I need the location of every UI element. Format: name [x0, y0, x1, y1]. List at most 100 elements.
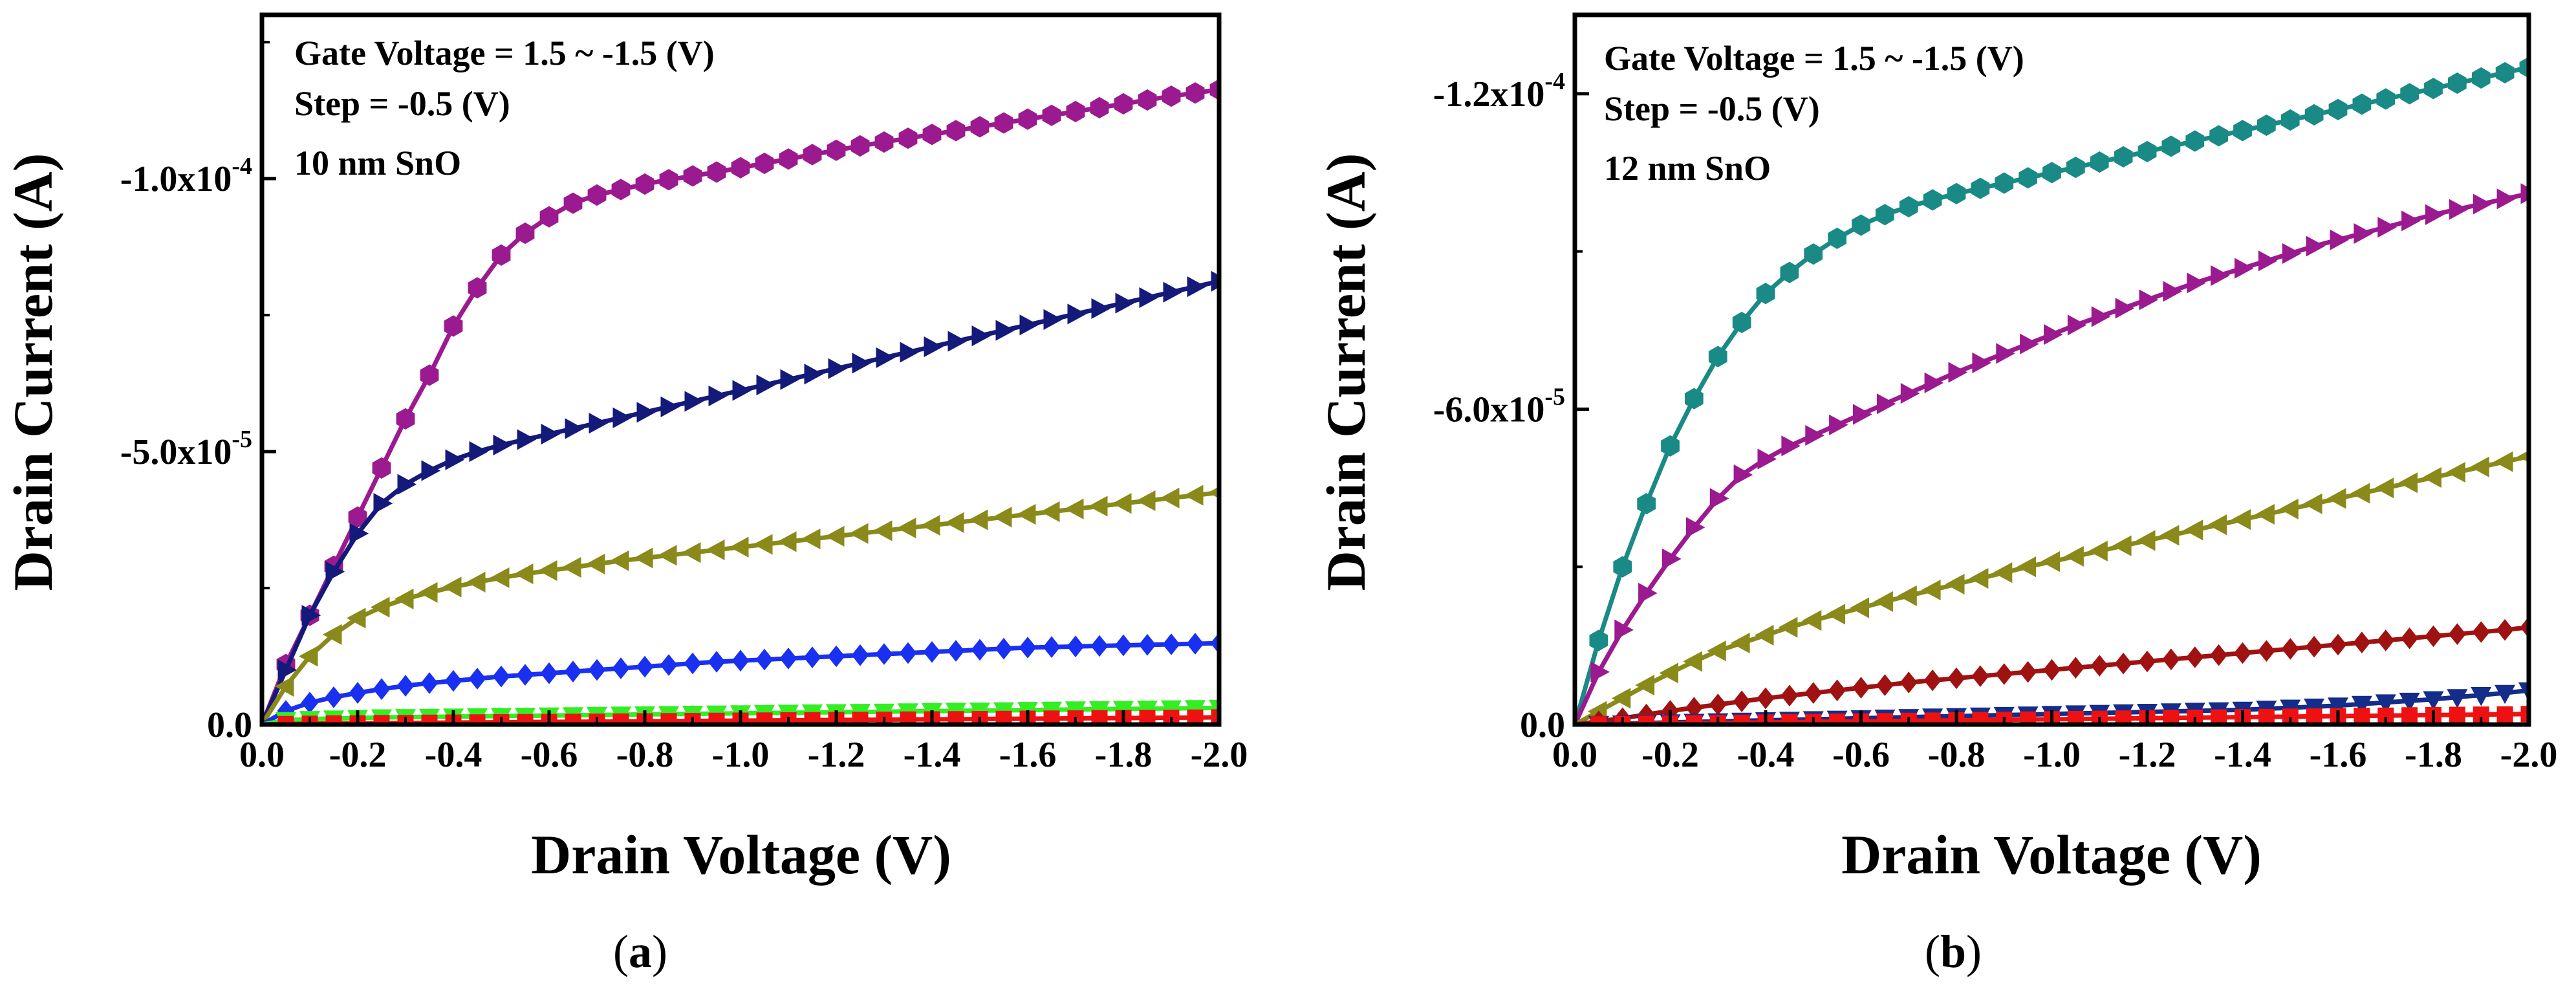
panel-b-series-3-point — [1947, 667, 1965, 690]
panel-a-series-1-point — [517, 429, 537, 450]
panel-a-series-0-point — [994, 112, 1013, 134]
panel-b-y-tick-label: -1.2x10-4 — [1433, 68, 1565, 115]
panel-b-series-1-point — [1805, 425, 1824, 446]
panel-a-series-1-point — [1043, 309, 1063, 330]
panel-a-series-3-point — [1019, 637, 1037, 659]
panel-a-series-5-point — [1139, 710, 1156, 725]
panel-b-series-1-point — [2235, 257, 2254, 279]
panel-a-series-0-point — [420, 364, 439, 386]
panel-a-series-1-point — [421, 460, 441, 481]
panel-b-series-2-point — [2040, 551, 2060, 573]
panel-a-series-2-point — [992, 507, 1012, 528]
panel-a-series-2-point — [1136, 490, 1156, 512]
panel-a-series-1-point — [780, 369, 800, 390]
panel-b-caption-letter: b — [1940, 926, 1966, 977]
panel-b-annotation-gate: Gate Voltage = 1.5 ~ -1.5 (V) — [1604, 39, 2024, 78]
panel-a-series-3-point — [1186, 633, 1204, 655]
panel-a-series-0-point — [587, 184, 607, 206]
panel-a-series-2-point — [298, 646, 318, 667]
panel-a-series-1-point — [1115, 292, 1135, 314]
panel-a-series-1-point — [804, 364, 824, 385]
panel-a-series-1-point — [349, 523, 369, 544]
panel-b-series-3-point — [1900, 671, 1918, 693]
panel-a-series-5-point — [469, 714, 486, 725]
panel-a-series-1-point — [373, 493, 393, 514]
panel-a-y-tick-label: -1.0x10-4 — [120, 153, 252, 199]
panel-b-series-1-point — [2473, 193, 2493, 215]
panel-a-series-2-point — [801, 529, 821, 550]
panel-a-series-0-point — [468, 277, 487, 299]
panel-b-series-1-point — [1614, 619, 1634, 640]
panel-a-series-1-point — [1187, 276, 1207, 298]
panel-a-series-0-point — [850, 135, 870, 157]
panel-b-series-2-point — [2422, 467, 2441, 488]
panel-a-series-2-point — [849, 523, 869, 544]
panel-a-series-3-point — [492, 665, 510, 688]
panel-b-series-1-point — [2187, 272, 2206, 294]
panel-b-series-1-point — [2401, 210, 2421, 232]
panel-a-series-0-point — [1162, 85, 1181, 107]
panel-b-series-5-point — [1733, 714, 1750, 725]
panel-b-series-3-point — [2043, 659, 2061, 681]
panel-a-series-0-point — [827, 139, 846, 161]
panel-a-series-1-point — [708, 385, 728, 407]
panel-b-series-2-point — [2374, 477, 2394, 499]
panel-a-series-3-point — [1114, 634, 1132, 657]
panel-b-series-0-point — [1995, 172, 2014, 194]
panel-a-series-1-point — [277, 659, 298, 681]
panel-b-y-tick-exponent: -4 — [1544, 68, 1565, 95]
panel-b-series-2-point — [1707, 640, 1726, 662]
panel-b-series-4-point — [2375, 694, 2396, 714]
panel-b-series-5-point — [1781, 714, 1798, 725]
panel-b-series-2-point — [1611, 688, 1631, 709]
panel-b-series-1-point — [1781, 435, 1801, 457]
panel-a-series-2-point — [514, 563, 534, 585]
panel-b-series-2-point — [1993, 562, 2013, 584]
panel-a-series-2-point — [705, 539, 725, 561]
panel-b-series-1-point — [2139, 289, 2159, 311]
panel-a-series-3 — [262, 632, 1219, 725]
panel-a-series-3-point — [995, 637, 1013, 660]
panel-b-series-2-point — [2088, 540, 2108, 562]
panel-a-x-tick-label: -1.4 — [904, 735, 961, 775]
panel-a-series-0-point — [946, 120, 966, 142]
panel-a-series-1-point — [971, 325, 991, 347]
panel-b-series-1-point — [2163, 281, 2182, 302]
panel-b-series-3-point — [1757, 687, 1775, 710]
panel-a-y-tick-label: -5.0x10-5 — [120, 426, 252, 472]
panel-a-series-3-point — [708, 651, 726, 673]
panel-b-y-tick-mantissa: -1.2x10 — [1433, 74, 1545, 115]
panel-a-series-1-point — [589, 413, 609, 434]
panel-b-series-1-point — [2330, 229, 2350, 250]
panel-a-series-1-point — [493, 434, 513, 456]
panel-a-series-3-point — [684, 652, 702, 675]
panel-a-series-3-point — [875, 643, 893, 665]
panel-b-series-2 — [1575, 450, 2529, 725]
panel-a-series-2-point — [657, 545, 677, 566]
panel-b-series-2-point — [2494, 451, 2513, 472]
panel-a-series-3-point — [731, 649, 750, 672]
panel-a-series-2-point — [322, 624, 342, 645]
panel-b-x-tick-label: -1.2 — [2119, 735, 2176, 775]
panel-b-series-3-point — [2401, 627, 2419, 649]
panel-a-series-2-point — [825, 525, 845, 547]
panel-a-series-3-point — [564, 660, 582, 682]
panel-a-y-tick-label: 0.0 — [207, 705, 252, 745]
panel-b-series-5-point — [2067, 711, 2084, 725]
panel-b-series-2-point — [2136, 530, 2156, 551]
panel-a-series-1-point — [1067, 303, 1087, 325]
panel-a-series-2-point — [1112, 493, 1132, 514]
panel-b-series-3-point — [1804, 682, 1823, 704]
panel-b-series-1-point — [1924, 372, 1944, 393]
panel-a-series-4-point — [1208, 699, 1219, 719]
panel-b-series-2-point — [1802, 610, 1822, 631]
panel-a-series-0-point — [563, 192, 583, 214]
panel-a-series-2-point — [633, 547, 653, 569]
panel-b-series-4-point — [2304, 698, 2325, 718]
panel-b-series-2-point — [1731, 632, 1750, 654]
panel-a-x-tick-label: -1.0 — [712, 735, 770, 775]
panel-a-series-3-point — [325, 686, 343, 708]
panel-a-series-3-point — [923, 640, 941, 663]
panel-a-series-3-point — [612, 657, 630, 679]
panel-b-series-3-point — [2353, 631, 2371, 654]
